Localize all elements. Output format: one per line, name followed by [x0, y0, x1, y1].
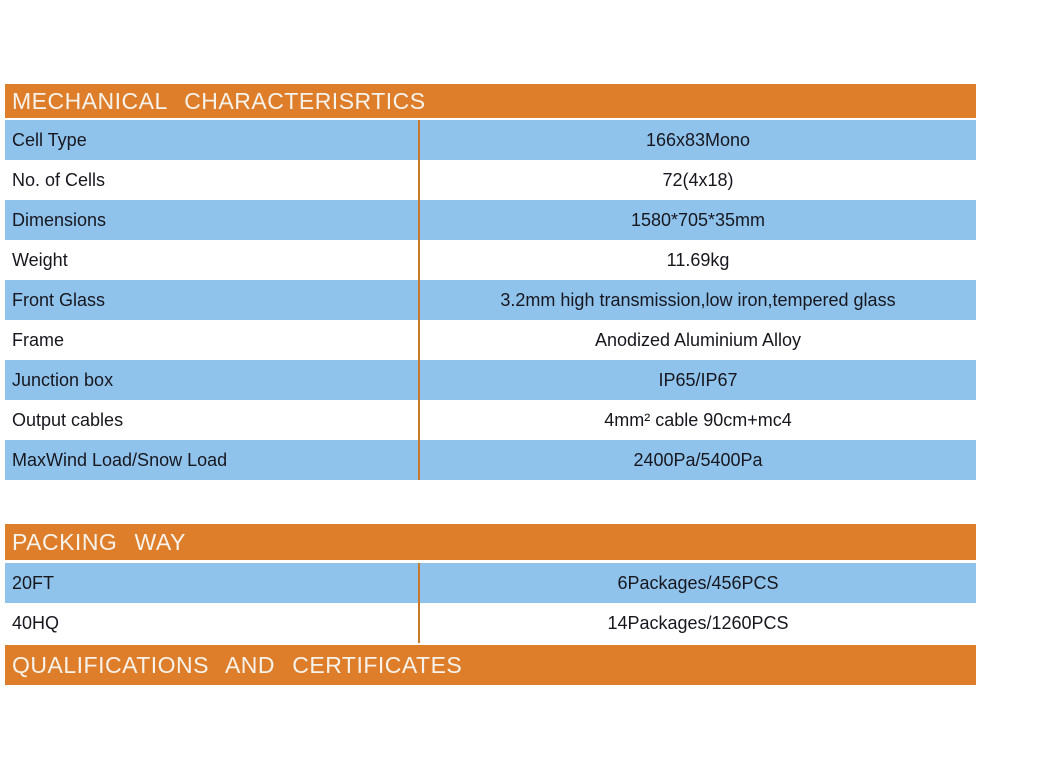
table-row: Dimensions 1580*705*35mm	[5, 200, 976, 240]
spec-value: 11.69kg	[666, 250, 730, 270]
spec-value: 4mm² cable 90cm+mc4	[604, 410, 792, 430]
spec-value: 72(4x18)	[662, 170, 734, 190]
table-row: Output cables 4mm² cable 90cm+mc4	[5, 400, 976, 440]
spec-label: Front Glass	[5, 280, 420, 320]
spec-label: Output cables	[5, 400, 420, 440]
spec-label: 20FT	[5, 563, 420, 603]
spec-label: Cell Type	[5, 120, 420, 160]
spec-label: Weight	[5, 240, 420, 280]
table-row: Cell Type 166x83Mono	[5, 120, 976, 160]
spec-value: 166x83Mono	[645, 130, 751, 150]
table-row: Front Glass 3.2mm high transmission,low …	[5, 280, 976, 320]
spec-label: Junction box	[5, 360, 420, 400]
spec-value: 2400Pa/5400Pa	[633, 450, 763, 470]
spec-label: Frame	[5, 320, 420, 360]
spec-value: 3.2mm high transmission,low iron,tempere…	[500, 290, 896, 310]
table-row: MaxWind Load/Snow Load 2400Pa/5400Pa	[5, 440, 976, 480]
spec-label: No. of Cells	[5, 160, 420, 200]
table-row: Weight 11.69kg	[5, 240, 976, 280]
table-row: Frame Anodized Aluminium Alloy	[5, 320, 976, 360]
spec-label: MaxWind Load/Snow Load	[5, 440, 420, 480]
table-row: 40HQ 14Packages/1260PCS	[5, 603, 976, 643]
table-row: No. of Cells 72(4x18)	[5, 160, 976, 200]
section-spacer	[5, 480, 976, 524]
spec-label: Dimensions	[5, 200, 420, 240]
spec-table: MECHANICAL CHARACTERISRTICS Cell Type 16…	[5, 84, 976, 685]
table-row: 20FT 6Packages/456PCS	[5, 563, 976, 603]
spec-value: 1580*705*35mm	[630, 210, 766, 230]
section-header-packing-way: PACKING WAY	[5, 524, 976, 560]
spec-value: Anodized Aluminium Alloy	[594, 330, 802, 350]
spec-value: 14Packages/1260PCS	[607, 613, 789, 633]
spec-value: IP65/IP67	[658, 370, 738, 390]
section-header-mechanical-characteristics: MECHANICAL CHARACTERISRTICS	[5, 84, 976, 118]
spec-value: 6Packages/456PCS	[617, 573, 779, 593]
section-header-qualifications-certificates: QUALIFICATIONS AND CERTIFICATES	[5, 645, 976, 685]
spec-label: 40HQ	[5, 603, 420, 643]
table-row: Junction box IP65/IP67	[5, 360, 976, 400]
